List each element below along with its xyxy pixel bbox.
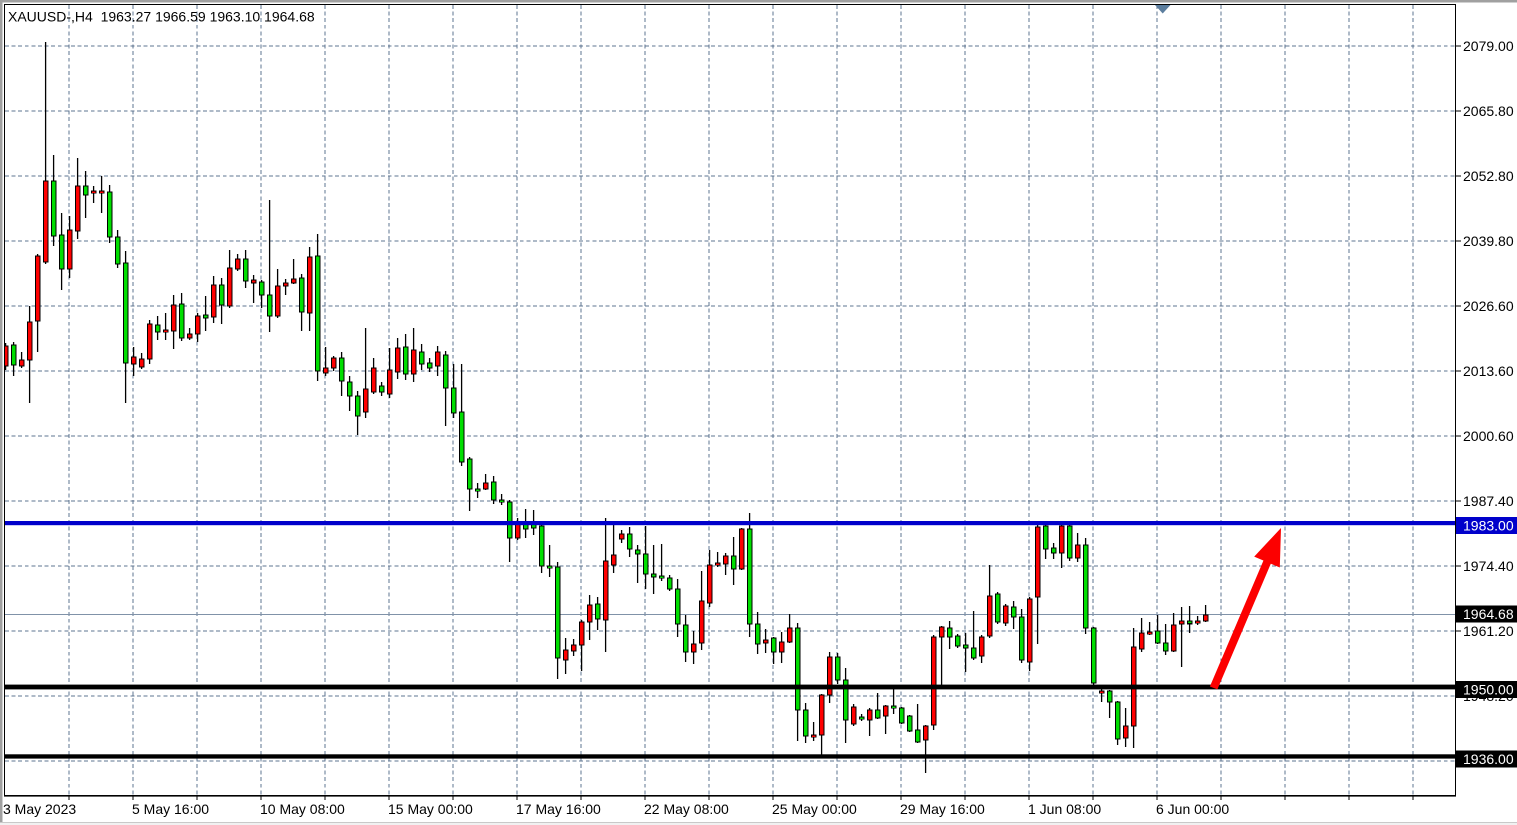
svg-text:1961.20: 1961.20 (1463, 623, 1514, 639)
svg-text:1950.00: 1950.00 (1463, 682, 1514, 698)
svg-text:22 May 08:00: 22 May 08:00 (644, 801, 729, 817)
svg-text:25 May 00:00: 25 May 00:00 (772, 801, 857, 817)
svg-text:3 May 2023: 3 May 2023 (3, 801, 76, 817)
svg-text:2052.80: 2052.80 (1463, 168, 1514, 184)
svg-text:2026.60: 2026.60 (1463, 298, 1514, 314)
svg-text:1 Jun 08:00: 1 Jun 08:00 (1028, 801, 1101, 817)
svg-text:1987.40: 1987.40 (1463, 493, 1514, 509)
svg-text:2039.80: 2039.80 (1463, 233, 1514, 249)
svg-text:17 May 16:00: 17 May 16:00 (516, 801, 601, 817)
svg-text:5 May 16:00: 5 May 16:00 (132, 801, 209, 817)
svg-text:29 May 16:00: 29 May 16:00 (900, 801, 985, 817)
svg-text:10 May 08:00: 10 May 08:00 (260, 801, 345, 817)
svg-text:1936.00: 1936.00 (1463, 751, 1514, 767)
svg-text:2065.80: 2065.80 (1463, 103, 1514, 119)
svg-text:15 May 00:00: 15 May 00:00 (388, 801, 473, 817)
svg-text:2079.00: 2079.00 (1463, 38, 1514, 54)
svg-text:1974.40: 1974.40 (1463, 558, 1514, 574)
svg-text:1964.68: 1964.68 (1463, 606, 1514, 622)
svg-text:6 Jun 00:00: 6 Jun 00:00 (1156, 801, 1229, 817)
svg-text:2013.60: 2013.60 (1463, 363, 1514, 379)
svg-text:2000.60: 2000.60 (1463, 428, 1514, 444)
svg-text:XAUUSD-,H4 1963.27 1966.59 19: XAUUSD-,H4 1963.27 1966.59 1963.10 1964.… (8, 9, 315, 25)
svg-text:1983.00: 1983.00 (1463, 518, 1514, 534)
